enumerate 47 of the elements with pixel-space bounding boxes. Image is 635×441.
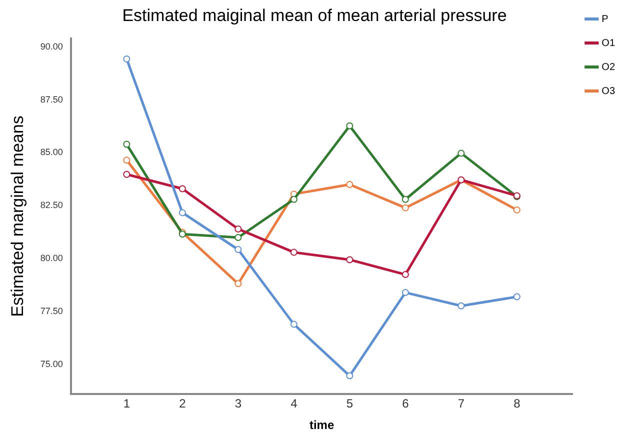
x-axis-title: time xyxy=(309,418,334,432)
x-tick-label: 4 xyxy=(290,396,298,411)
legend-label: O2 xyxy=(602,62,616,73)
point xyxy=(123,170,130,178)
point xyxy=(290,320,298,328)
x-tick-label: 1 xyxy=(123,396,130,411)
chart-title: Estimated maiginal mean of mean arterial pressure xyxy=(122,6,507,25)
point xyxy=(290,196,298,203)
legend-label: O3 xyxy=(602,86,616,97)
y-tick-label: 85.00 xyxy=(40,147,63,158)
y-tick-label: 75.00 xyxy=(40,359,63,370)
point xyxy=(402,271,409,278)
legend-label: P xyxy=(602,14,609,25)
x-tick-label: 2 xyxy=(179,396,186,411)
point xyxy=(234,234,242,241)
point xyxy=(346,122,354,130)
point xyxy=(402,204,409,212)
point xyxy=(234,226,242,233)
x-tick-label: 3 xyxy=(234,396,242,411)
point xyxy=(402,289,409,296)
point xyxy=(458,302,465,310)
y-tick-label: 87.50 xyxy=(40,94,63,104)
point xyxy=(346,181,354,188)
y-tick-label: 82.50 xyxy=(40,200,63,210)
point xyxy=(290,248,298,256)
point xyxy=(234,246,242,254)
x-tick-label: 6 xyxy=(402,396,410,411)
point xyxy=(346,372,354,380)
x-tick-label: 7 xyxy=(458,396,465,411)
point xyxy=(234,280,242,288)
point xyxy=(123,140,130,148)
x-tick-label: 8 xyxy=(514,396,521,411)
x-tick-label: 5 xyxy=(346,396,354,411)
legend-label: O1 xyxy=(602,38,616,49)
point xyxy=(123,55,130,62)
y-tick-label: 90.00 xyxy=(40,41,63,52)
y-tick-label: 80.00 xyxy=(40,253,63,264)
point xyxy=(123,156,130,164)
point xyxy=(178,209,186,216)
point xyxy=(513,206,520,214)
point xyxy=(402,196,409,203)
point xyxy=(513,293,520,300)
y-tick-label: 77.50 xyxy=(40,306,63,316)
y-axis-title: Estimated marginal means xyxy=(8,116,27,317)
point xyxy=(178,185,186,192)
point xyxy=(458,150,465,157)
point xyxy=(346,256,354,264)
